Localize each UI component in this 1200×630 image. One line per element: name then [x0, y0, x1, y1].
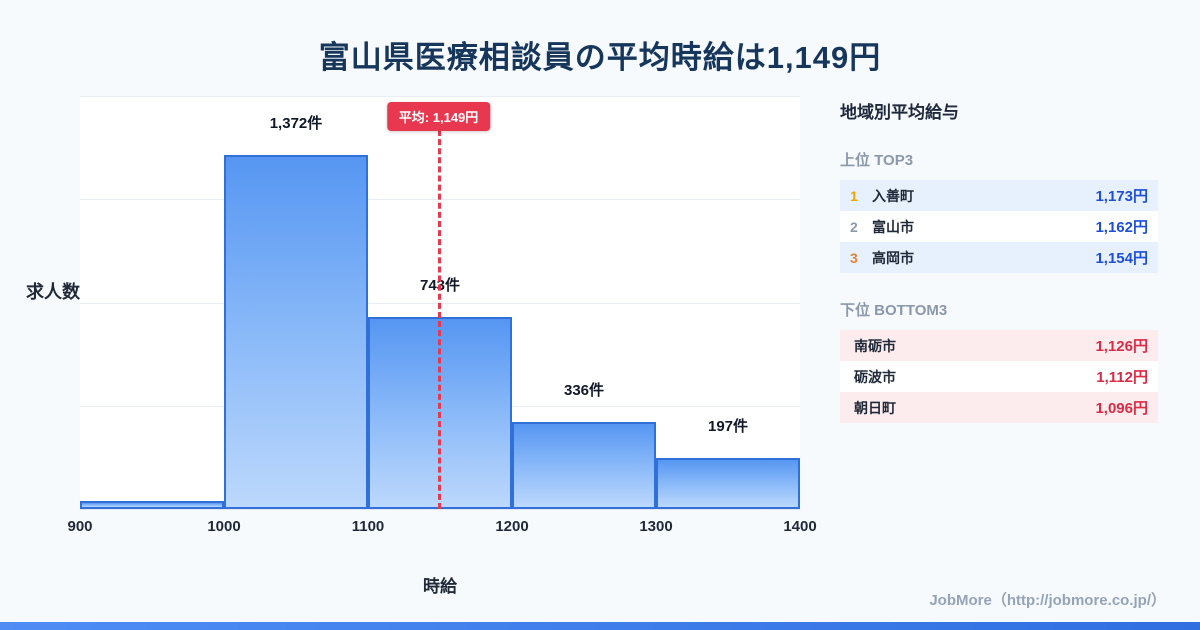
ranking-row: 1 入善町 1,173円 — [840, 180, 1158, 211]
histogram-bar — [80, 501, 224, 509]
x-tick-label: 1100 — [351, 518, 385, 535]
region-wage-value: 1,096円 — [1095, 400, 1148, 417]
footer-accent-strip — [0, 622, 1200, 630]
bar-value-label: 336件 — [563, 382, 605, 400]
ranking-row: 3 高岡市 1,154円 — [840, 242, 1158, 273]
region-salary-sidebar: 地域別平均給与 上位 TOP3 1 入善町 1,173円 2 富山市 1,162円 3 高岡市… — [840, 98, 1158, 423]
region-name: 富山市 — [872, 218, 914, 235]
gridline — [80, 96, 800, 97]
histogram-bar — [224, 154, 368, 509]
ranking-row: 砺波市 1,112円 — [840, 361, 1158, 392]
x-axis-ticks: 900 1000 1100 1200 1300 1400 — [67, 518, 816, 538]
average-line — [437, 130, 441, 509]
x-tick-label: 900 — [67, 518, 93, 535]
bar-value-label: 197件 — [707, 418, 749, 436]
ranking-row: 2 富山市 1,162円 — [840, 211, 1158, 242]
region-wage-value: 1,126円 — [1095, 338, 1148, 355]
rank-number: 2 — [850, 218, 858, 235]
histogram-bar — [656, 458, 800, 509]
region-wage-value: 1,112円 — [1096, 369, 1148, 386]
x-tick-label: 1200 — [495, 518, 529, 535]
y-axis-label: 求人数 — [26, 282, 80, 302]
x-axis-label: 時給 — [423, 577, 457, 596]
bottom3-heading: 下位 BOTTOM3 — [840, 302, 948, 319]
region-name: 高岡市 — [872, 249, 914, 266]
region-name: 朝日町 — [854, 399, 896, 416]
rank-number: 1 — [850, 187, 858, 204]
bar-value-label: 1,372件 — [269, 114, 323, 132]
region-wage-value: 1,173円 — [1095, 188, 1148, 205]
rank-number: 3 — [850, 249, 858, 266]
sidebar-title: 地域別平均給与 — [840, 103, 959, 122]
region-name: 入善町 — [872, 187, 914, 204]
average-badge: 平均: 1,149円 — [386, 102, 491, 131]
ranking-row: 朝日町 1,096円 — [840, 392, 1158, 423]
x-tick-label: 1400 — [783, 518, 817, 535]
region-wage-value: 1,154円 — [1095, 250, 1148, 267]
x-tick-label: 1000 — [207, 518, 241, 535]
region-wage-value: 1,162円 — [1095, 219, 1148, 236]
histogram-bar — [512, 422, 656, 509]
ranking-row: 南砺市 1,126円 — [840, 330, 1158, 361]
footer-credit: JobMore（http://jobmore.co.jp/） — [929, 592, 1166, 609]
top3-heading: 上位 TOP3 — [840, 152, 914, 169]
bottom3-table: 南砺市 1,126円砺波市 1,112円朝日町 1,096円 — [840, 330, 1158, 423]
plot-area: 1,372件 743件 336件 197件 平均: 1,149円 — [80, 96, 800, 510]
x-tick-label: 1300 — [639, 518, 673, 535]
top3-table: 1 入善町 1,173円 2 富山市 1,162円 3 高岡市 1,154円 — [840, 180, 1158, 273]
region-name: 砺波市 — [854, 368, 896, 385]
page-title: 富山県医療相談員の平均時給は1,149円 — [318, 40, 882, 75]
region-name: 南砺市 — [854, 337, 896, 354]
